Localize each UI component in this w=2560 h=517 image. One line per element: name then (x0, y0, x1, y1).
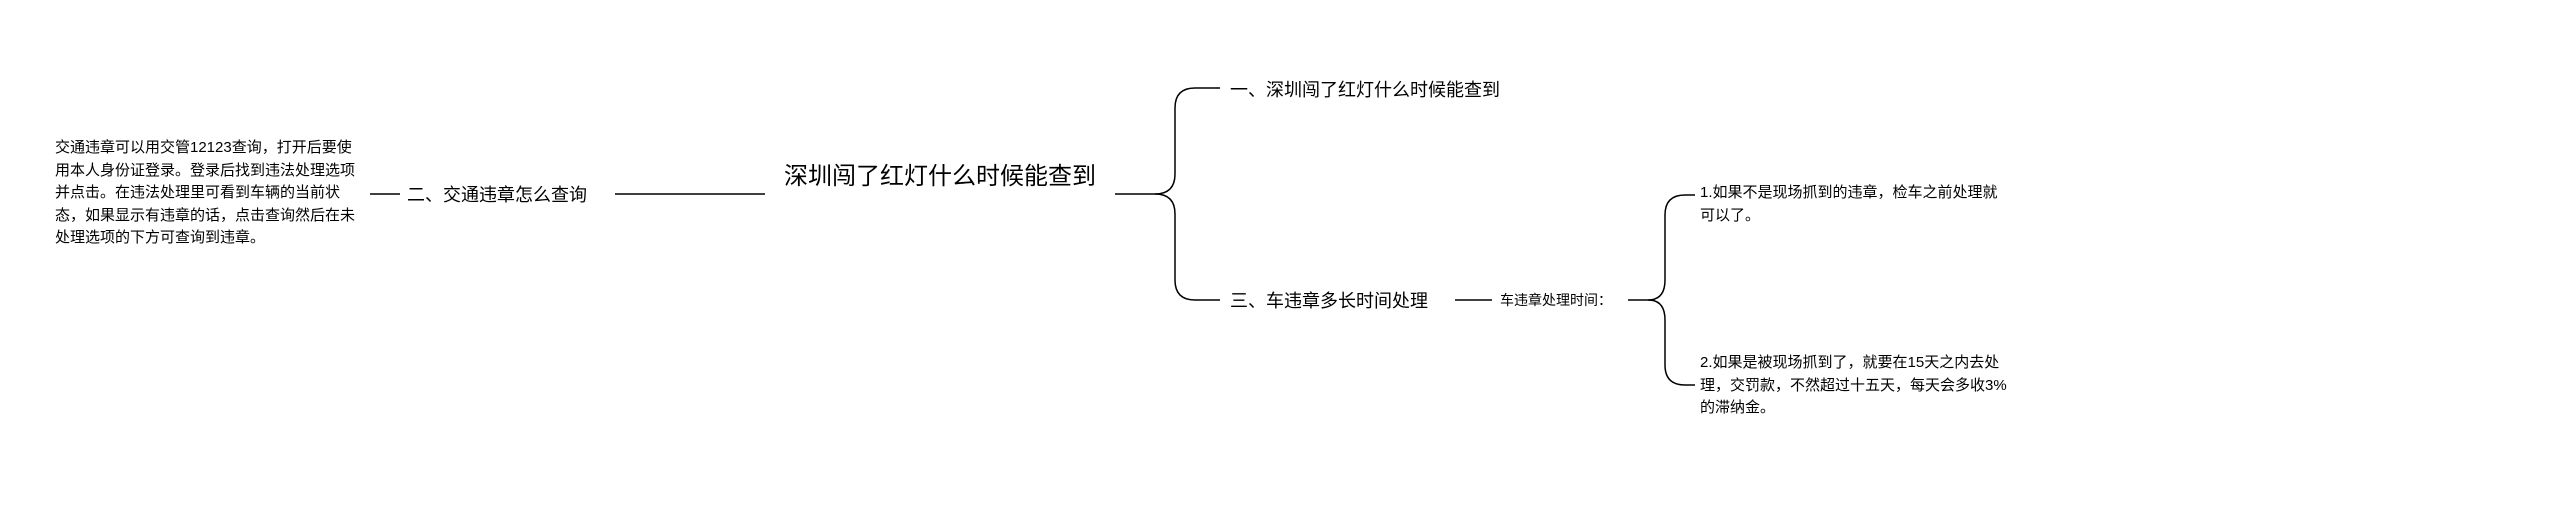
mindmap-root: 深圳闯了红灯什么时候能查到 (770, 159, 1110, 195)
section-3-label: 三、车违章多长时间处理 (1230, 291, 1428, 311)
root-title: 深圳闯了红灯什么时候能查到 (784, 163, 1096, 190)
section-2-detail: 交通违章可以用交管12123查询，打开后要使用本人身份证登录。登录后找到违法处理… (55, 137, 365, 250)
section-3-sub: 车违章处理时间： (1500, 290, 1612, 311)
section-3: 三、车违章多长时间处理 (1230, 288, 1428, 315)
section-3-sub-label: 车违章处理时间： (1500, 292, 1612, 308)
section-3-item-1-text: 1.如果不是现场抓到的违章，检车之前处理就可以了。 (1700, 184, 1998, 224)
section-3-item-2: 2.如果是被现场抓到了，就要在15天之内去处理，交罚款，不然超过十五天，每天会多… (1700, 352, 2010, 420)
section-2: 二、交通违章怎么查询 (407, 182, 587, 209)
section-2-label: 二、交通违章怎么查询 (407, 185, 587, 205)
section-3-item-2-text: 2.如果是被现场抓到了，就要在15天之内去处理，交罚款，不然超过十五天，每天会多… (1700, 354, 2007, 416)
section-2-detail-text: 交通违章可以用交管12123查询，打开后要使用本人身份证登录。登录后找到违法处理… (55, 139, 355, 246)
section-3-item-1: 1.如果不是现场抓到的违章，检车之前处理就可以了。 (1700, 182, 2010, 227)
section-1-label: 一、深圳闯了红灯什么时候能查到 (1230, 80, 1500, 100)
section-1: 一、深圳闯了红灯什么时候能查到 (1230, 77, 1500, 104)
